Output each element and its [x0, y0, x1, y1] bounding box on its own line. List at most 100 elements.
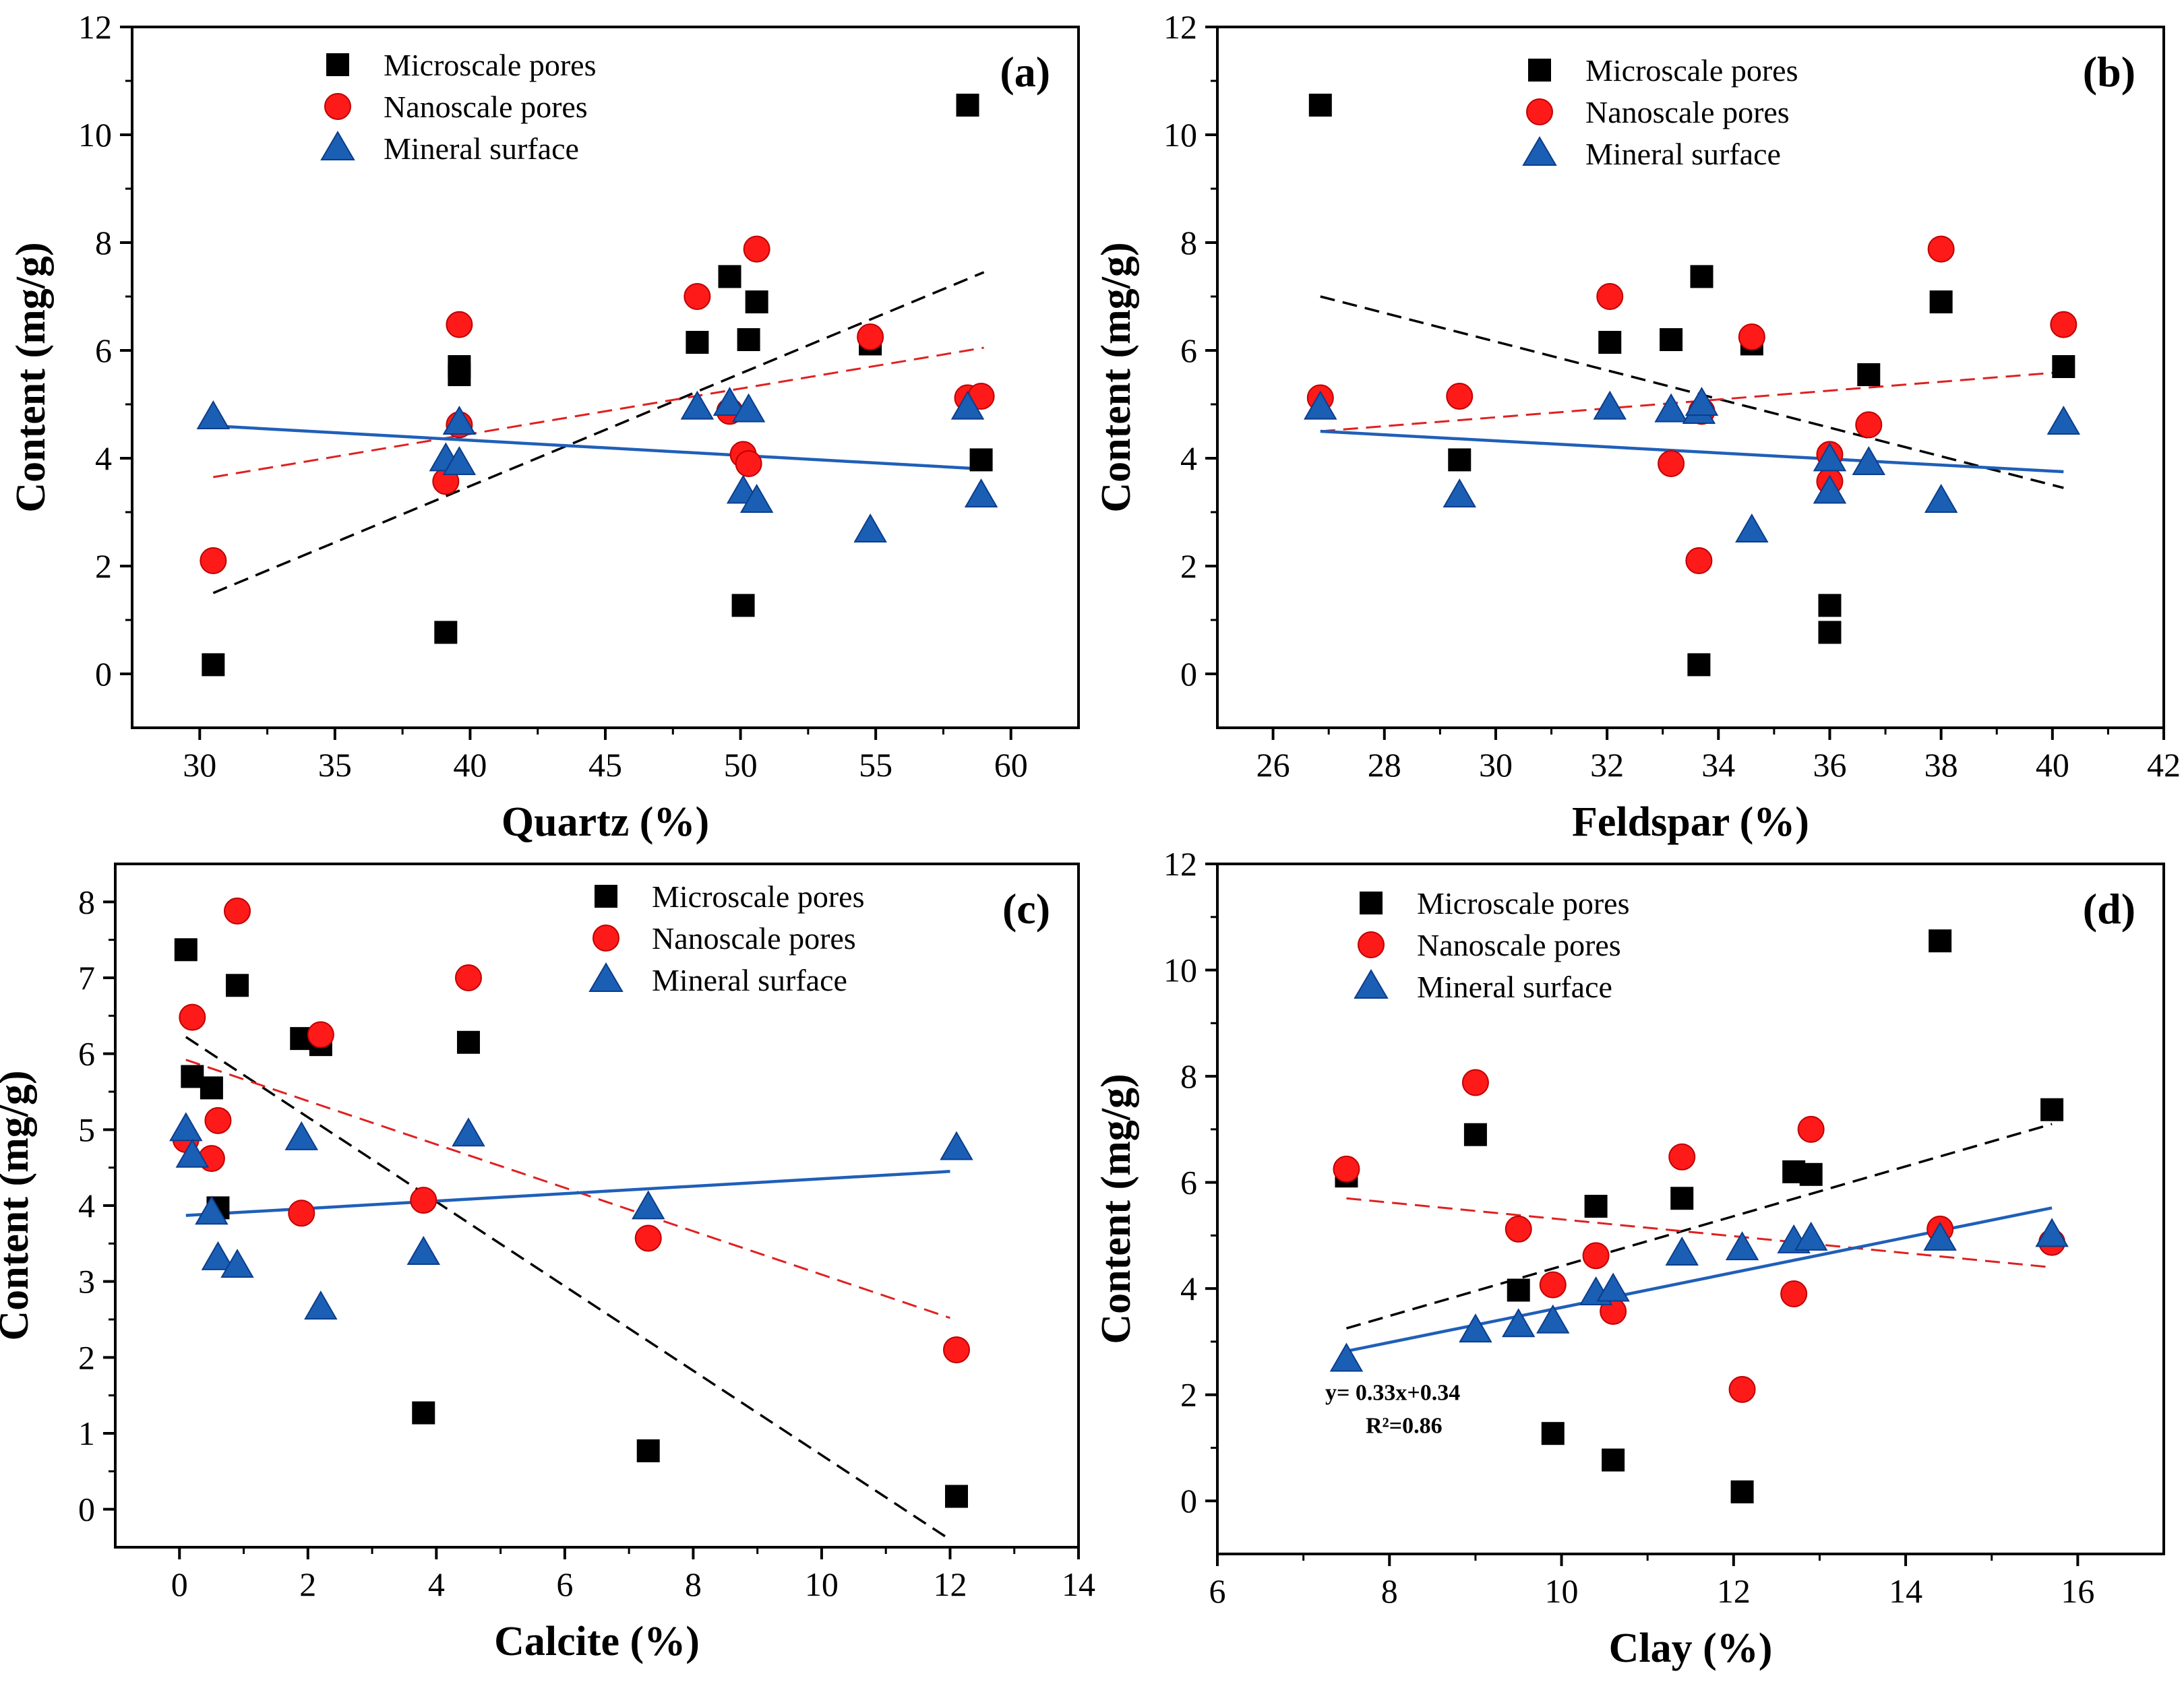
micro-point [1598, 331, 1622, 354]
nano-point [1539, 1271, 1567, 1299]
trend-line-mineral [213, 424, 984, 471]
micro-point [448, 355, 471, 378]
y-tick-label: 12 [78, 8, 112, 46]
mineral-point [195, 1195, 229, 1225]
y-tick-label: 2 [1180, 1376, 1197, 1414]
micro-point [181, 1065, 204, 1088]
nano-point [2050, 311, 2077, 338]
mineral-point [1794, 1221, 1828, 1251]
nano-point [1658, 450, 1685, 477]
micro-point [1308, 94, 1332, 117]
mineral-point [1654, 393, 1688, 423]
x-tick-label: 14 [1062, 1565, 1095, 1603]
nano-point [1780, 1280, 1808, 1308]
chart-panel-a: 30 35 40 45 50 55 60 0 2 4 6 8 10 12 Quartz (%) Content… [8, 8, 1080, 845]
x-tick-label: 0 [171, 1565, 188, 1603]
mineral-point [1735, 513, 1769, 542]
nano-point [454, 964, 482, 991]
y-tick-label: 10 [1163, 952, 1197, 989]
mineral-point [1329, 1342, 1364, 1372]
nano-point [1461, 1069, 1489, 1096]
mineral-point [1665, 1236, 1699, 1266]
y-tick-label: 4 [1180, 1270, 1197, 1307]
micro-point [686, 331, 709, 354]
mineral-point [1596, 1272, 1630, 1302]
nano-point [684, 283, 711, 310]
nano-point [1596, 283, 1624, 310]
mineral-point [1923, 1221, 1957, 1251]
y-tick-label: 12 [1163, 845, 1197, 883]
x-tick-label: 8 [685, 1565, 702, 1603]
mineral-point [452, 1117, 485, 1147]
mineral-point [1536, 1304, 1570, 1334]
mineral-point [739, 483, 774, 513]
legend-circle-icon [324, 93, 351, 120]
nano-point [857, 323, 884, 350]
mineral-point [284, 1121, 319, 1150]
mineral-point [442, 445, 477, 475]
micro-point [1602, 1448, 1625, 1472]
nano-point [942, 1336, 970, 1364]
mineral-point [1459, 1313, 1492, 1343]
nano-point [288, 1200, 315, 1227]
legend-triangle-icon [1522, 136, 1557, 166]
x-tick-label: 2 [299, 1565, 316, 1603]
y-tick-label: 12 [1163, 8, 1197, 46]
y-tick-label: 6 [78, 1035, 95, 1073]
mineral-point [712, 386, 747, 416]
panel-label: (d) [2083, 885, 2135, 933]
x-tick-label: 12 [1717, 1572, 1751, 1610]
mineral-point [1813, 474, 1847, 504]
x-tick-label: 50 [724, 746, 758, 784]
micro-point [1818, 594, 1842, 617]
y-tick-label: 5 [78, 1111, 95, 1148]
legend-triangle-icon [1354, 969, 1389, 999]
x-tick-label: 36 [1813, 746, 1846, 784]
legend-circle-icon [1526, 98, 1553, 125]
x-tick-label: 30 [183, 746, 216, 784]
nano-point [1927, 235, 1955, 263]
x-tick-label: 35 [318, 746, 352, 784]
x-tick-label: 32 [1590, 746, 1624, 784]
mineral-point [1593, 390, 1627, 420]
legend-triangle-icon [588, 962, 624, 992]
x-tick-label: 4 [428, 1565, 445, 1603]
micro-point [456, 1030, 480, 1054]
micro-point [174, 938, 198, 962]
trend-line-micro [212, 271, 985, 594]
mineral-point [175, 1138, 210, 1168]
legend-label: Nanoscale pores [384, 90, 588, 124]
y-axis-title: Content (mg/g) [0, 1070, 37, 1340]
x-tick-label: 10 [1545, 1572, 1579, 1610]
micro-point [944, 1485, 968, 1508]
micro-point [1541, 1422, 1565, 1445]
y-axis-title: Content (mg/g) [8, 242, 54, 512]
legend-square-icon [326, 53, 349, 76]
trend-line-micro [185, 1036, 951, 1541]
micro-point [1690, 265, 1713, 288]
nano-point [1582, 1242, 1610, 1270]
legend-square-icon [1528, 59, 1551, 82]
mineral-point [1852, 445, 1886, 475]
legend-circle-icon [593, 925, 619, 952]
panel-label: (b) [2083, 48, 2135, 96]
trend-line-mineral [1320, 429, 2064, 474]
nano-point [1797, 1115, 1825, 1143]
x-axis-title: Calcite (%) [494, 1619, 700, 1664]
micro-point [636, 1439, 660, 1462]
y-tick-label: 2 [1180, 547, 1197, 585]
trend-line-nano [1320, 371, 2064, 433]
y-tick-label: 8 [1180, 224, 1197, 261]
trend-line-nano [185, 1059, 950, 1319]
nano-point [224, 897, 251, 925]
x-axis-title: Feldspar (%) [1572, 799, 1809, 845]
trend-line-nano [213, 346, 984, 478]
micro-point [718, 265, 741, 288]
nano-point [179, 1003, 206, 1031]
legend-label: Nanoscale pores [1417, 928, 1621, 962]
x-tick-label: 26 [1256, 746, 1290, 784]
y-tick-label: 2 [78, 1338, 95, 1376]
y-tick-label: 7 [78, 959, 95, 997]
x-tick-label: 28 [1368, 746, 1401, 784]
micro-point [1463, 1123, 1487, 1146]
